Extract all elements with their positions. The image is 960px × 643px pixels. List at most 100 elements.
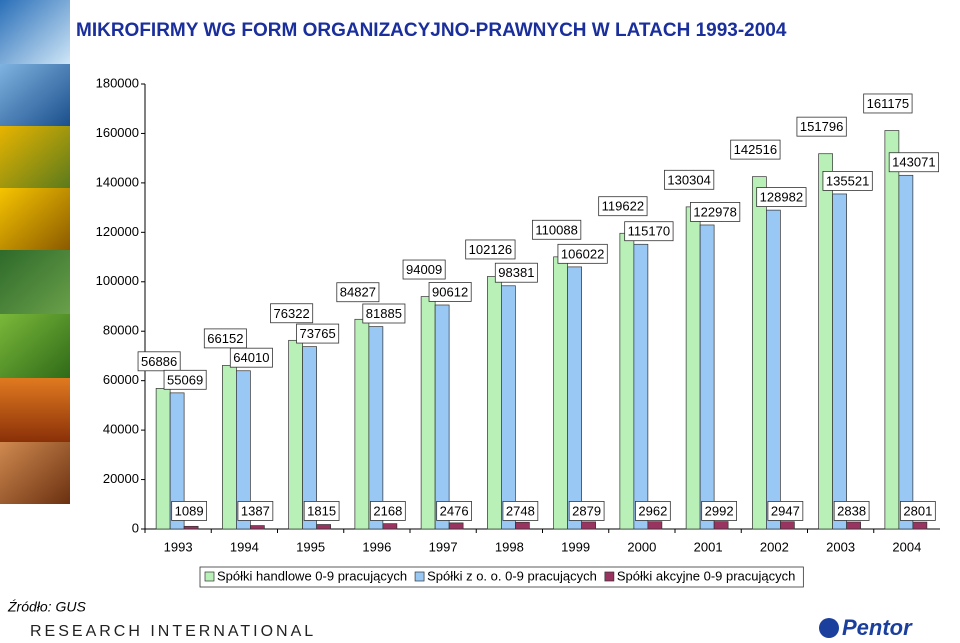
data-label-box	[465, 239, 516, 260]
x-tick-label: 2001	[694, 539, 723, 554]
data-label-box	[270, 303, 314, 324]
data-label: 90612	[432, 284, 468, 299]
data-label: 56886	[141, 354, 177, 369]
data-label-group: 64010	[229, 347, 273, 368]
data-label-group: 161175	[863, 93, 913, 114]
bar	[699, 224, 715, 530]
data-label: 2947	[771, 503, 800, 518]
bar	[766, 209, 781, 530]
data-label-group: 102126	[465, 239, 516, 260]
data-label-box	[598, 196, 648, 217]
legend-swatch	[604, 571, 615, 582]
bar	[487, 276, 502, 530]
bar	[633, 243, 649, 530]
data-label-group: 81885	[362, 303, 406, 324]
bar	[515, 521, 530, 530]
data-label-group: 98381	[494, 262, 538, 283]
data-label: 98381	[498, 265, 534, 280]
bar	[302, 346, 317, 530]
data-label: 2992	[705, 503, 734, 518]
bar	[354, 318, 370, 530]
data-label-box	[336, 282, 380, 303]
x-tick-label: 1999	[561, 539, 590, 554]
bar	[647, 521, 663, 530]
data-label: 2748	[506, 503, 535, 518]
y-tick-label: 180000	[96, 75, 139, 90]
legend-label: Spółki handlowe 0-9 pracujących	[217, 568, 407, 583]
data-label: 73765	[300, 326, 336, 341]
x-tick-label: 2002	[760, 539, 789, 554]
data-label-box	[532, 219, 582, 240]
data-label-group: 1815	[303, 501, 340, 521]
data-label: 143071	[892, 155, 935, 170]
data-label: 128982	[760, 190, 803, 205]
data-label: 1815	[307, 503, 336, 518]
y-tick-label: 120000	[96, 224, 139, 239]
x-tick-label: 2004	[892, 539, 921, 554]
data-label: 122978	[693, 204, 736, 219]
data-label-group: 128982	[756, 187, 807, 207]
legend-label: Spółki akcyjne 0-9 pracujących	[617, 568, 795, 583]
data-label-group: 130304	[664, 169, 715, 190]
data-label-group: 2879	[568, 501, 605, 521]
data-label: 161175	[867, 96, 909, 111]
photo-strip	[0, 0, 70, 504]
bar	[382, 523, 398, 530]
data-label: 110088	[535, 222, 577, 237]
data-label-box	[900, 501, 936, 521]
logo: Pentor	[842, 615, 913, 640]
data-label: 76322	[274, 306, 310, 321]
bar	[567, 266, 582, 530]
data-label-box	[296, 323, 340, 344]
data-label-box	[171, 501, 207, 521]
bar	[619, 232, 635, 530]
y-tick-label: 40000	[103, 422, 139, 437]
data-label-group: 115170	[624, 221, 674, 242]
bar	[553, 256, 568, 530]
data-label-box	[163, 369, 207, 390]
data-label-group: 2801	[900, 501, 936, 521]
data-label-box	[624, 221, 674, 242]
bar	[316, 524, 331, 530]
logo-icon	[819, 618, 839, 638]
data-label-group: 90612	[428, 282, 472, 302]
data-label: 94009	[406, 262, 442, 277]
data-label-box	[370, 501, 406, 521]
data-label-box	[237, 501, 274, 521]
bar	[222, 365, 237, 530]
data-label: 135521	[826, 173, 869, 188]
bar	[501, 285, 516, 530]
bar	[685, 206, 701, 530]
data-label: 102126	[469, 242, 512, 257]
y-tick-label: 140000	[96, 174, 139, 189]
data-label-group: 84827	[336, 282, 380, 303]
data-label-box	[863, 93, 913, 114]
data-label-box	[436, 501, 472, 521]
data-label-box	[664, 169, 715, 190]
x-tick-label: 1998	[495, 539, 524, 554]
y-tick-label: 0	[132, 520, 139, 535]
data-label: 55069	[167, 372, 203, 387]
data-label: 2838	[837, 503, 866, 518]
y-tick-label: 80000	[103, 323, 139, 338]
footer-brand: RESEARCH INTERNATIONAL	[30, 623, 316, 640]
legend: Spółki handlowe 0-9 pracujących Spółki z …	[199, 566, 804, 588]
data-label-box	[833, 501, 870, 521]
data-label-box	[822, 170, 873, 191]
data-label-box	[756, 187, 807, 207]
x-tick-label: 2003	[826, 539, 855, 554]
data-label: 115170	[628, 224, 670, 239]
bar	[368, 326, 384, 530]
bar	[884, 130, 900, 530]
data-label: 2879	[572, 503, 601, 518]
data-label-box	[796, 116, 847, 137]
data-label-box	[137, 351, 181, 372]
data-label-box	[428, 282, 472, 302]
data-label-group: 55069	[163, 369, 207, 390]
data-label-box	[767, 501, 804, 521]
data-label-box	[557, 243, 608, 264]
x-tick-label: 1996	[362, 539, 391, 554]
data-label-group: 94009	[402, 259, 446, 280]
data-label-box	[701, 501, 737, 521]
